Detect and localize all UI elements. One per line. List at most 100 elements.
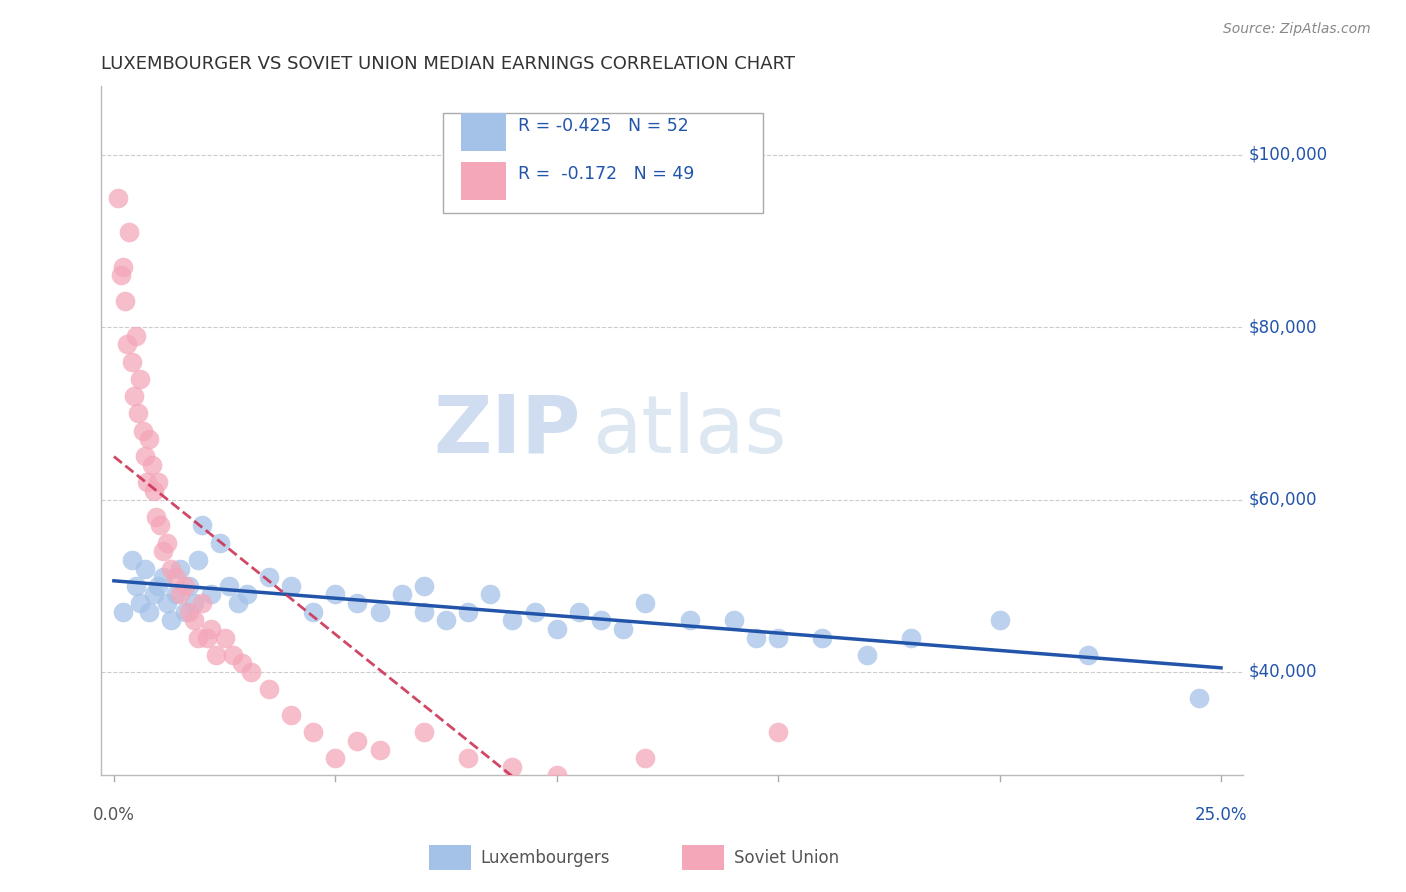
Point	[280, 579, 302, 593]
Point	[152, 570, 174, 584]
Point	[183, 596, 205, 610]
Point	[165, 587, 187, 601]
Point	[160, 613, 183, 627]
Point	[479, 587, 502, 601]
Point	[634, 751, 657, 765]
Point	[160, 561, 183, 575]
Point	[568, 605, 591, 619]
Point	[179, 605, 201, 619]
Point	[111, 605, 134, 619]
FancyBboxPatch shape	[461, 161, 506, 200]
Point	[222, 648, 245, 662]
Point	[1188, 690, 1211, 705]
Point	[391, 587, 413, 601]
Point	[114, 294, 136, 309]
Point	[434, 613, 457, 627]
Point	[346, 734, 368, 748]
Point	[156, 535, 179, 549]
Text: Luxembourgers: Luxembourgers	[481, 849, 610, 867]
Point	[169, 587, 191, 601]
Point	[240, 665, 263, 679]
Point	[346, 596, 368, 610]
Point	[134, 450, 156, 464]
Point	[111, 260, 134, 274]
Point	[323, 751, 346, 765]
Point	[173, 605, 195, 619]
Point	[145, 509, 167, 524]
Text: R =  -0.172   N = 49: R = -0.172 N = 49	[517, 165, 695, 183]
Point	[323, 587, 346, 601]
Point	[191, 518, 214, 533]
Text: Soviet Union: Soviet Union	[734, 849, 839, 867]
Point	[122, 389, 145, 403]
Point	[900, 631, 922, 645]
Point	[125, 328, 148, 343]
FancyBboxPatch shape	[461, 113, 506, 152]
Point	[218, 579, 240, 593]
Point	[412, 725, 434, 739]
Text: ZIP: ZIP	[433, 392, 581, 469]
Point	[187, 631, 209, 645]
Point	[152, 544, 174, 558]
Point	[141, 458, 163, 472]
Point	[257, 570, 280, 584]
Point	[121, 553, 143, 567]
Point	[457, 605, 479, 619]
Text: $100,000: $100,000	[1249, 145, 1329, 164]
Point	[125, 579, 148, 593]
Point	[138, 432, 160, 446]
Point	[146, 475, 169, 490]
Point	[612, 622, 634, 636]
Text: 0.0%: 0.0%	[93, 805, 135, 823]
Point	[678, 613, 700, 627]
Point	[412, 579, 434, 593]
Point	[988, 613, 1011, 627]
Point	[546, 768, 568, 782]
Text: Source: ZipAtlas.com: Source: ZipAtlas.com	[1223, 22, 1371, 37]
Point	[129, 372, 152, 386]
Point	[165, 570, 187, 584]
Point	[501, 613, 523, 627]
Point	[169, 561, 191, 575]
Point	[811, 631, 834, 645]
Point	[546, 622, 568, 636]
Point	[368, 605, 391, 619]
Point	[214, 631, 236, 645]
Point	[501, 760, 523, 774]
Point	[457, 751, 479, 765]
Point	[1077, 648, 1099, 662]
Point	[156, 596, 179, 610]
Text: $60,000: $60,000	[1249, 491, 1317, 508]
Point	[302, 725, 325, 739]
Text: $40,000: $40,000	[1249, 663, 1317, 681]
Point	[136, 475, 159, 490]
Point	[200, 587, 222, 601]
Point	[745, 631, 768, 645]
Text: 25.0%: 25.0%	[1195, 805, 1247, 823]
Point	[138, 605, 160, 619]
Point	[110, 268, 132, 283]
Point	[204, 648, 226, 662]
Point	[766, 725, 789, 739]
Point	[146, 579, 169, 593]
Point	[200, 622, 222, 636]
Point	[412, 605, 434, 619]
Point	[280, 708, 302, 723]
Point	[149, 518, 172, 533]
Point	[118, 225, 141, 239]
Point	[187, 553, 209, 567]
Point	[134, 561, 156, 575]
Point	[179, 579, 201, 593]
Point	[131, 424, 153, 438]
Text: R = -0.425   N = 52: R = -0.425 N = 52	[517, 117, 689, 135]
Point	[634, 596, 657, 610]
Point	[183, 613, 205, 627]
Point	[195, 631, 218, 645]
Point	[107, 191, 129, 205]
FancyBboxPatch shape	[443, 113, 763, 213]
Point	[191, 596, 214, 610]
Point	[855, 648, 877, 662]
Point	[129, 596, 152, 610]
Text: LUXEMBOURGER VS SOVIET UNION MEDIAN EARNINGS CORRELATION CHART: LUXEMBOURGER VS SOVIET UNION MEDIAN EARN…	[101, 55, 794, 73]
Point	[127, 406, 149, 420]
